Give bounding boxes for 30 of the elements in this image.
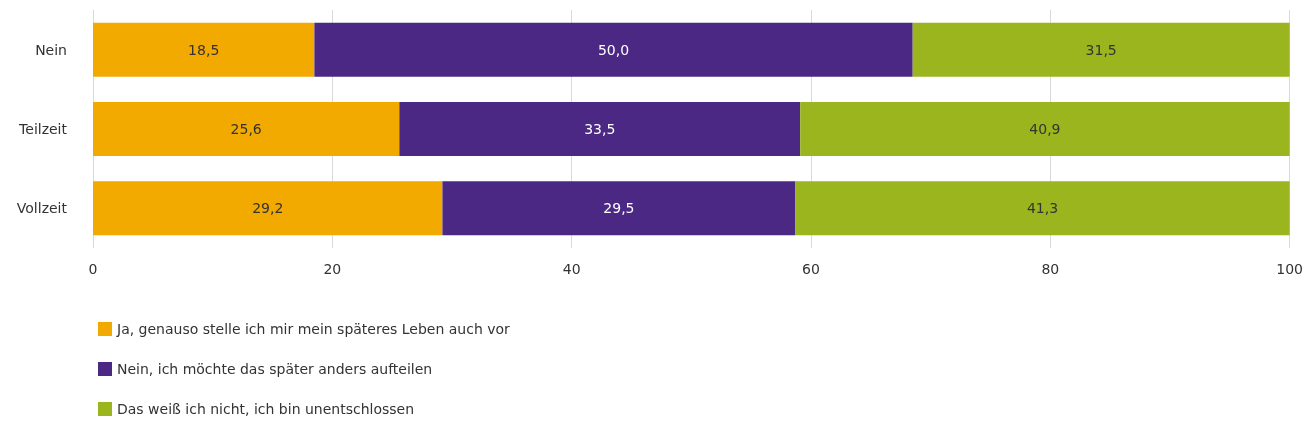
x-tick-label: 40 <box>562 261 581 277</box>
data-label: 40,9 <box>1029 121 1061 137</box>
data-label: 50,0 <box>597 41 630 58</box>
bar <box>800 102 1290 156</box>
bar <box>93 22 315 77</box>
y-tick-label: Vollzeit <box>16 200 68 217</box>
bar <box>93 181 443 236</box>
bar <box>399 102 801 156</box>
data-label: 41,3 <box>1026 200 1059 217</box>
legend-label: Nein, ich möchte das später anders aufteilen <box>117 361 433 377</box>
bar <box>442 181 796 236</box>
x-tick-label: 100 <box>1276 261 1304 277</box>
data-label: 18,5 <box>188 41 220 58</box>
x-tick-label: 60 <box>802 261 820 277</box>
data-label: 29,5 <box>603 200 635 217</box>
bar <box>93 102 400 156</box>
legend-label: Ja, genauso stelle ich mir mein späteres Leben auch vor <box>116 321 511 337</box>
bar <box>795 181 1290 236</box>
data-label: 29,2 <box>252 200 284 217</box>
x-tick-label: 0 <box>88 261 98 277</box>
bar <box>314 22 913 77</box>
y-tick-label: Teilzeit <box>18 121 68 137</box>
data-label: 25,6 <box>230 121 262 137</box>
legend-label: Das weiß ich nicht, ich bin unentschlossen <box>117 401 415 417</box>
bar <box>912 22 1290 77</box>
x-tick-label: 80 <box>1041 261 1060 277</box>
x-tick-label: 20 <box>323 261 342 277</box>
y-tick-label: Nein <box>35 41 67 58</box>
data-label: 33,5 <box>584 121 616 137</box>
data-label: 31,5 <box>1085 41 1117 58</box>
